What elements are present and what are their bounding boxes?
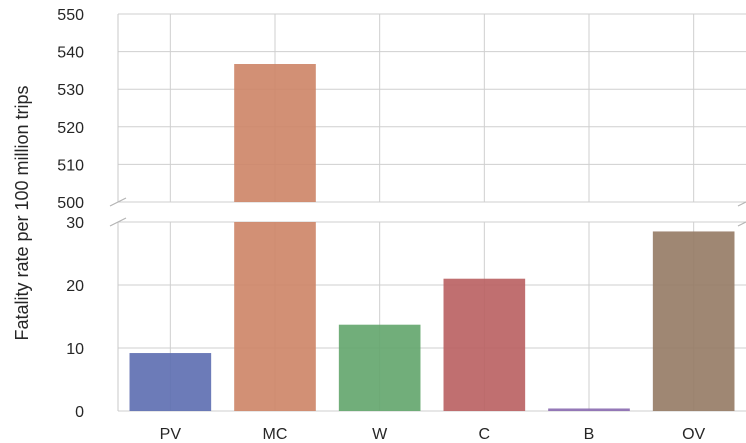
bar-ov bbox=[652, 231, 735, 411]
upper-bars bbox=[234, 64, 316, 203]
upper-gridlines bbox=[118, 13, 746, 203]
bar-mc-upper bbox=[234, 64, 316, 203]
lower-bars bbox=[129, 222, 735, 411]
x-tick-label: PV bbox=[160, 426, 182, 443]
bar-mc bbox=[234, 222, 316, 411]
x-tick-label: MC bbox=[263, 426, 288, 443]
y-tick-label: 30 bbox=[66, 215, 84, 232]
y-axis-label: Fatality rate per 100 million trips bbox=[12, 85, 32, 340]
x-category-labels: PV MC W C B OV bbox=[160, 426, 706, 443]
y-tick-label: 540 bbox=[57, 45, 84, 62]
x-tick-label: OV bbox=[682, 426, 705, 443]
bar-w bbox=[338, 324, 421, 411]
axis-break-mark bbox=[737, 201, 746, 207]
y-tick-label: 0 bbox=[75, 404, 84, 421]
y-tick-label: 10 bbox=[66, 341, 84, 358]
axis-break-marks bbox=[109, 197, 746, 227]
y-tick-label: 500 bbox=[57, 195, 84, 212]
lower-gridlines bbox=[118, 221, 746, 412]
x-tick-label: B bbox=[584, 426, 595, 443]
bar-pv bbox=[129, 353, 212, 411]
axis-break-mark bbox=[109, 217, 127, 227]
x-tick-label: C bbox=[479, 426, 491, 443]
x-tick-label: W bbox=[372, 426, 388, 443]
y-tick-label: 510 bbox=[57, 157, 84, 174]
axis-break-mark bbox=[737, 221, 746, 227]
y-tick-label: 520 bbox=[57, 120, 84, 137]
lower-panel: 0 10 20 30 bbox=[66, 215, 746, 421]
bar-b bbox=[548, 408, 630, 411]
y-tick-label: 530 bbox=[57, 82, 84, 99]
upper-y-tick-labels: 500 510 520 530 540 550 bbox=[57, 7, 84, 212]
bar-c bbox=[443, 278, 526, 411]
lower-y-tick-labels: 0 10 20 30 bbox=[66, 215, 84, 421]
axis-break-mark bbox=[109, 197, 127, 207]
y-tick-label: 550 bbox=[57, 7, 84, 24]
y-tick-label: 20 bbox=[66, 278, 84, 295]
upper-panel: 500 510 520 530 540 550 bbox=[57, 7, 746, 212]
